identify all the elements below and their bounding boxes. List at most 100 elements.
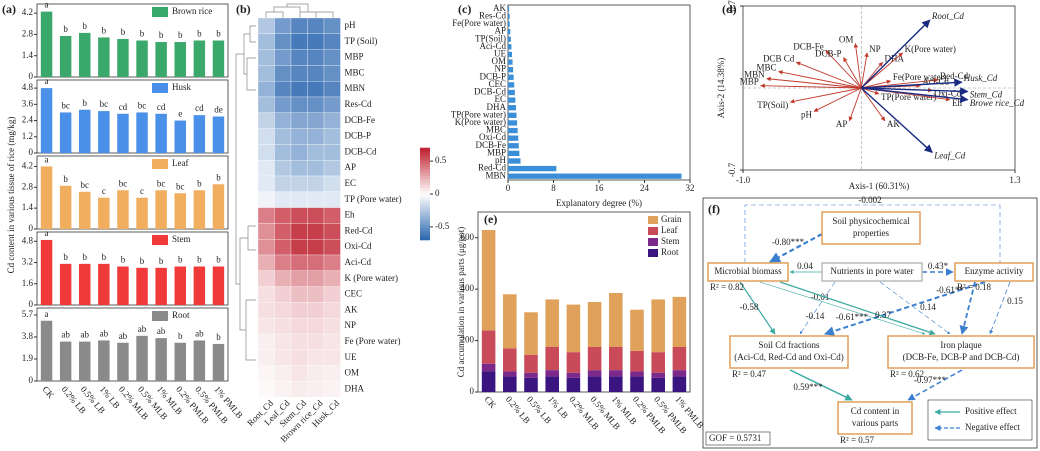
legend-swatch [648,227,658,235]
plot-frame [507,4,691,181]
heat-cell [290,191,308,208]
heat-cell [290,128,308,145]
row-label: EC [345,178,357,188]
vector-label: MBP [740,77,759,87]
vector [795,61,862,89]
node-box [821,211,921,245]
legend-swatch [152,159,168,169]
legend-swatch [648,238,658,246]
y-tick-label: UE [494,49,506,59]
heat-cell [323,112,341,129]
gof-box [705,431,771,446]
y-tick-label: 200 [461,335,475,345]
node-label: (DCB-Fe, DCB-P and DCB-Cd) [903,352,1020,362]
heat-cell [307,286,325,303]
bar [79,109,91,153]
node-label: Nutrients in pore water [830,266,913,276]
significance-letter: bc [119,178,128,188]
heat-cell [323,81,341,98]
heat-cell [257,239,275,256]
heat-cell [290,207,308,224]
significance-letter: b [197,255,202,265]
vector-label: MBC [756,63,776,73]
node-label: Enzyme activity [965,266,1024,276]
bar-segment [545,299,559,347]
heat-cell [257,65,275,82]
heat-cell [307,207,325,224]
bar-segment [503,348,517,372]
heat-cell [257,160,275,177]
row-label: Oxi-Cd [345,241,373,251]
bar-segment [545,370,559,377]
bar-segment [609,370,623,377]
significance-letter: b [159,30,164,40]
significance-letter: ab [61,330,70,340]
bar [59,112,72,153]
bar [136,267,148,305]
path-coefficient: 0.43* [928,261,949,271]
colorbar-step [420,221,430,225]
legend-box [927,399,1033,441]
bar-segment [503,294,517,349]
x-tick-label: 1.3 [1009,175,1021,185]
colorbar-step [420,190,430,195]
colorbar-step [420,224,430,229]
node-label: Cd content in [851,406,900,416]
legend-label: Leaf [661,225,677,235]
row-label: AP [345,162,357,172]
path-coefficient: -0.58 [740,302,759,312]
node-box [821,262,923,282]
bar-segment [524,312,538,355]
bar [174,42,186,77]
heat-cell [307,381,325,398]
significance-letter: cd [157,102,166,112]
bar [59,185,72,229]
bar [212,343,225,381]
y-tick-label: 0 [29,71,34,81]
heat-cell [290,49,308,66]
bar [155,113,167,153]
node-box [954,262,1034,282]
significance-letter: bc [81,180,90,190]
heat-cell [290,239,308,256]
colorbar-step [420,169,430,173]
plot-frame [477,211,691,393]
bar [212,184,225,229]
y-tick-label: MBC [486,125,506,135]
significance-letter: b [121,27,126,37]
heat-cell [323,144,341,161]
vector [848,87,862,122]
y-tick-label: DCB-Cd [474,87,507,97]
bar [59,341,72,381]
r-squared: R² = 0.18 [957,282,992,292]
bar [508,13,510,20]
bar [117,342,129,381]
bar [40,239,53,305]
r-squared: R² = 0.62 [890,369,924,379]
bar-segment [587,347,602,371]
bar [508,105,516,111]
heat-cell [257,191,275,208]
panel-label: (a) [2,2,16,16]
legend-label: Negative effect [965,422,1021,432]
y-tick-label: -0.7 [727,162,737,177]
y-tick-label: Res-Cd [479,10,507,20]
bar-segment [481,371,496,392]
significance-letter: b [216,29,221,39]
row-label: Res-Cd [345,99,373,109]
bar [508,6,510,12]
heat-cell [323,333,341,350]
significance-letter: b [102,252,107,262]
bar [98,197,110,229]
heat-cell [257,175,275,192]
legend-swatch [152,83,168,93]
y-tick-label: 0 [29,223,34,233]
bar-segment [651,352,665,373]
bar [508,44,512,50]
heat-cell [274,365,292,382]
heat-cell [323,381,341,398]
bar-segment [609,376,623,392]
path-arrow [799,281,836,335]
heat-cell [257,365,275,382]
